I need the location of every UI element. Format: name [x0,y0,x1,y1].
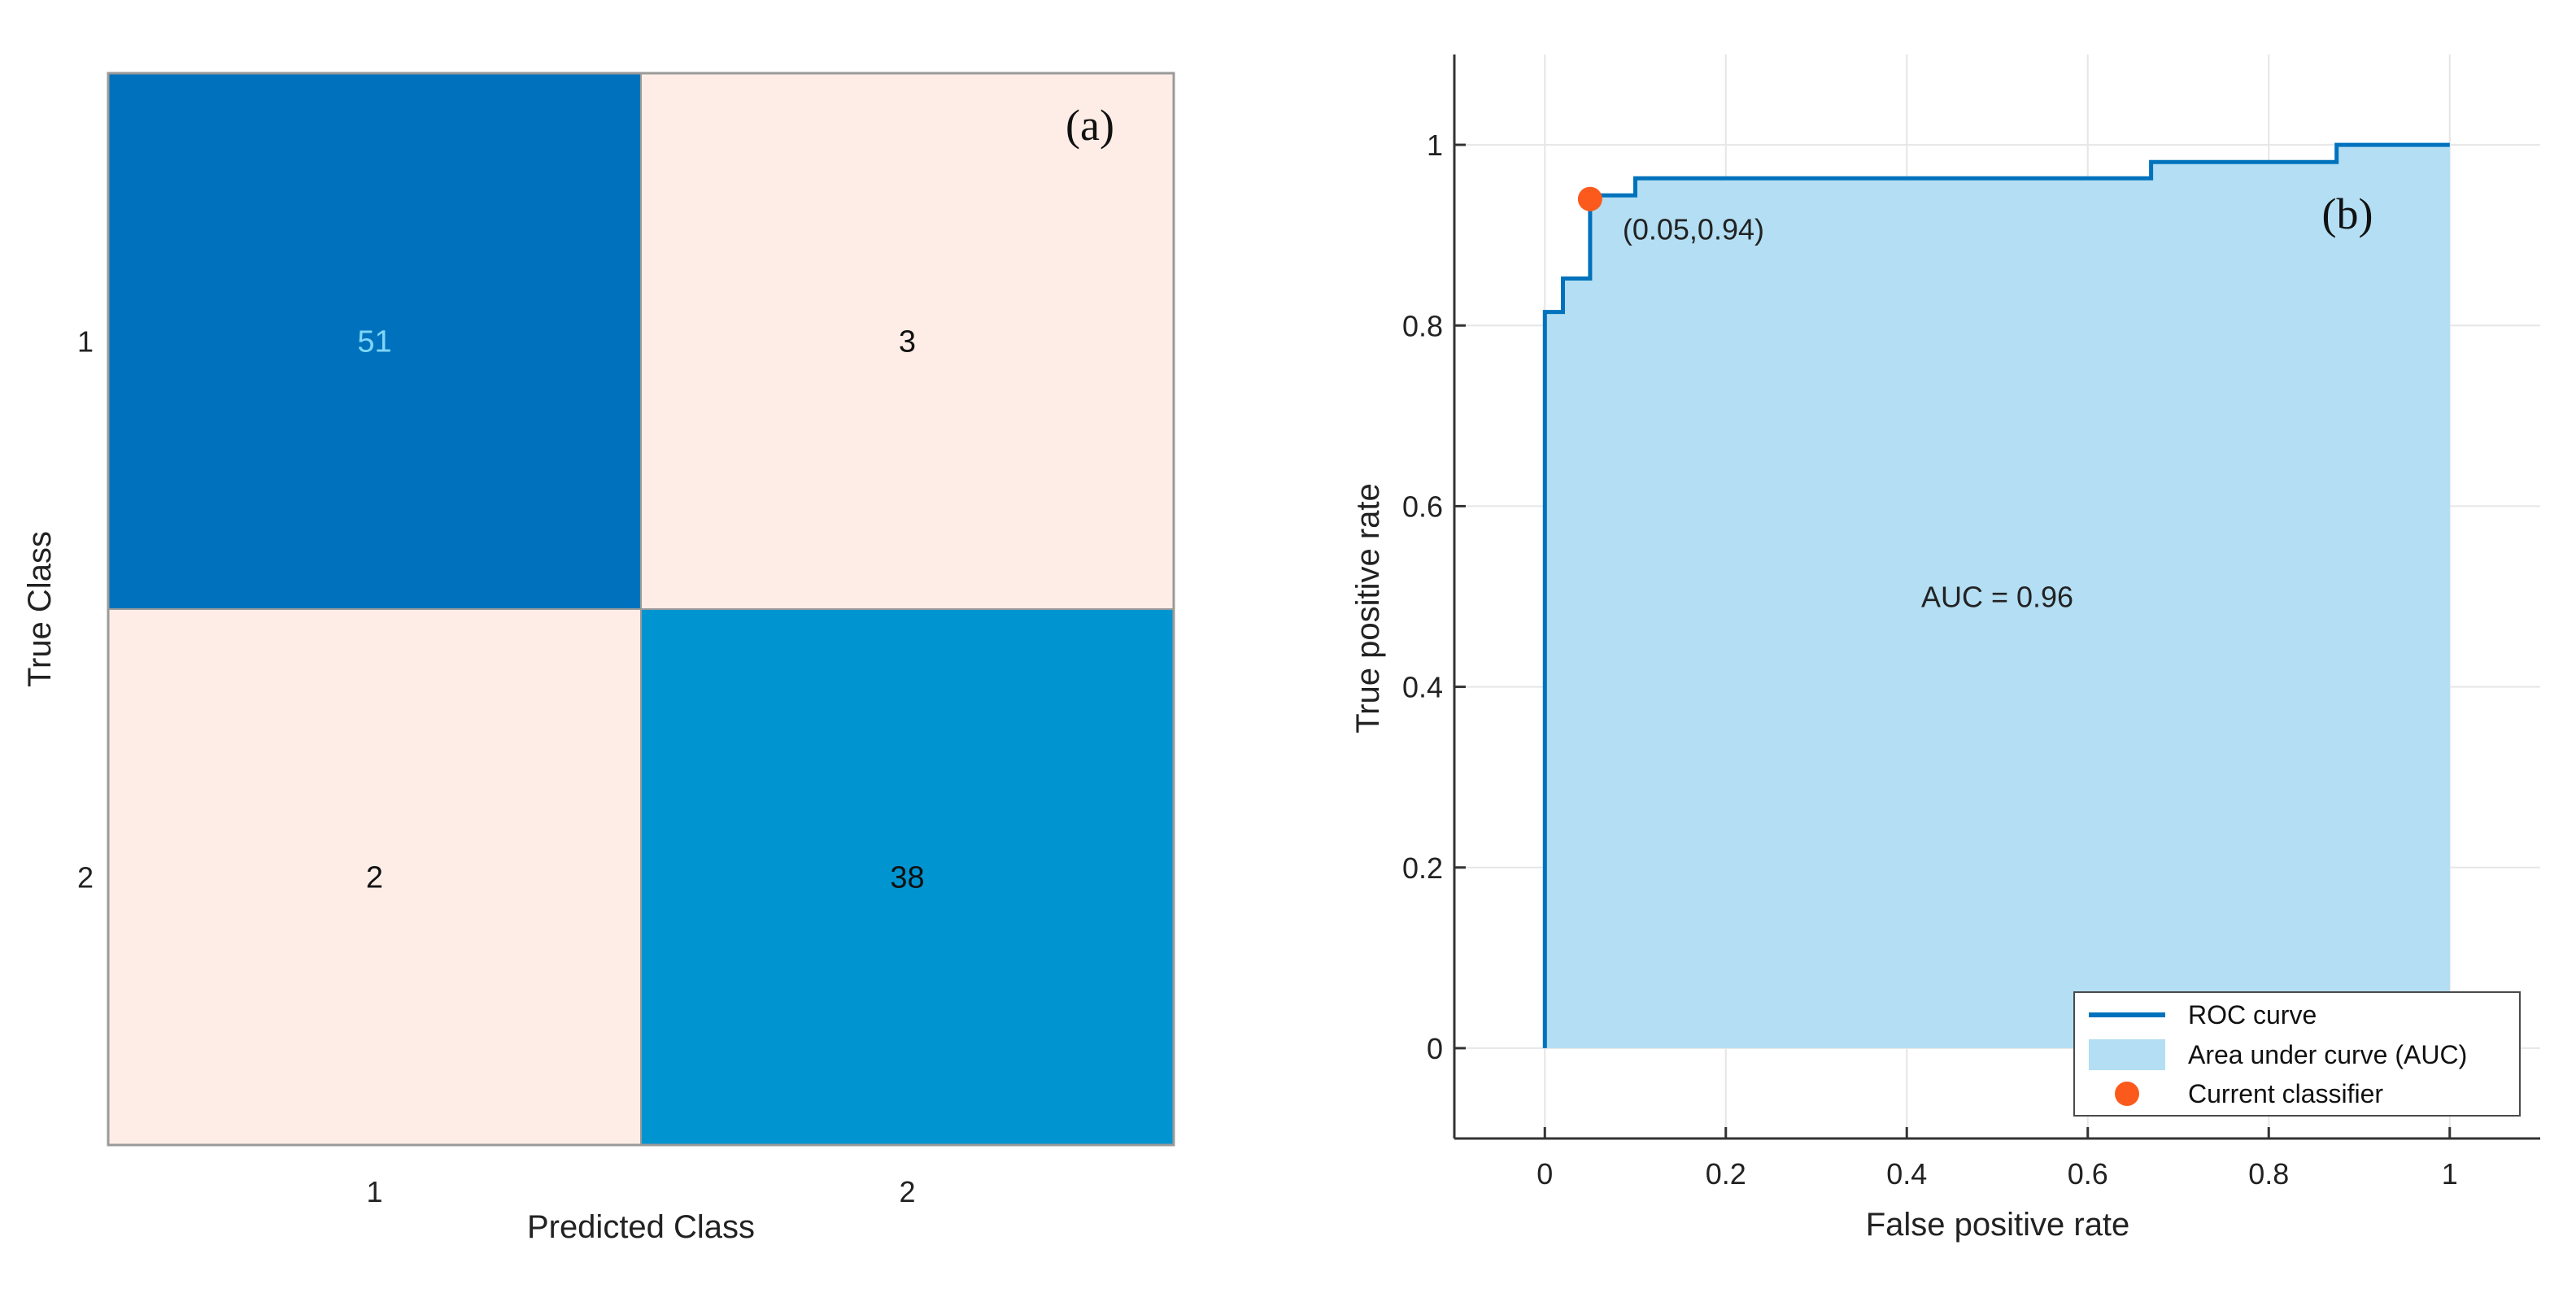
roc-x-tick-label: 1 [2442,1157,2458,1191]
cm-value-r2-c2: 38 [890,861,924,895]
roc-y-ticks: 0 0.2 0.4 0.6 0.8 1 [1402,128,1466,1065]
cm-value-r1-c1: 51 [357,325,391,359]
roc-y-tick-label: 1 [1427,128,1443,162]
cm-x-tick-label: 2 [899,1175,915,1208]
confusion-matrix-y-ticks: 12 [77,325,94,895]
roc-axes [1453,54,2540,1140]
cm-y-tick-label: 1 [77,325,94,359]
cm-cell-r2-c1 [107,608,642,1146]
current-classifier-annotation: (0.05,0.94) [1623,213,1764,246]
roc-area-under-curve [1545,145,2450,1048]
roc-y-tick-label: 0 [1427,1032,1443,1065]
cm-cell-r2-c2 [640,608,1175,1146]
confusion-matrix-y-axis-label: True Class [22,531,58,687]
cm-cell-r1-c1 [107,72,642,610]
panel-tag-b: (b) [2322,189,2373,238]
confusion-matrix-frame [107,72,1175,1147]
current-classifier-point [1577,186,1602,211]
roc-x-tick-label: 0.8 [2248,1157,2289,1191]
roc-curve-line [1542,142,2450,1048]
legend-area-label: Area under curve (AUC) [2188,1040,2467,1069]
confusion-matrix-cells [107,72,1175,1146]
cm-value-r2-c1: 2 [366,861,383,895]
roc-y-tick-label: 0.2 [1402,851,1443,885]
roc-x-tick-label: 0.4 [1886,1157,1927,1191]
roc-x-tick-label: 0.2 [1706,1157,1746,1191]
confusion-matrix-x-axis-label: Predicted Class [527,1209,755,1245]
roc-y-axis-label: True positive rate [1350,483,1386,734]
roc-y-tick-label: 0.6 [1402,490,1443,523]
confusion-matrix-values: 51 3 2 38 [357,325,924,895]
roc-x-tick-label: 0.6 [2068,1157,2108,1191]
panel-tag-a: (a) [1066,101,1114,150]
roc-legend: ROC curve Area under curve (AUC) Current… [2073,991,2521,1117]
cm-cell-r1-c2 [640,72,1175,610]
cm-y-tick-label: 2 [77,861,94,895]
roc-x-tick-label: 0 [1536,1157,1553,1191]
legend-classifier-label: Current classifier [2188,1079,2383,1108]
legend-classifier-swatch [2115,1082,2139,1106]
roc-x-ticks: 0 0.2 0.4 0.6 0.8 1 [1536,1127,2458,1191]
roc-chart: (0.05,0.94) AUC = 0.96 (b) 0 0.2 0.4 0.6 0.8… [1350,54,2540,1243]
auc-annotation: AUC = 0.96 [1921,581,2073,614]
roc-y-tick-label: 0.8 [1402,309,1443,342]
roc-y-tick-label: 0.4 [1402,671,1443,704]
legend-roc-label: ROC curve [2188,1000,2317,1030]
legend-area-swatch [2089,1039,2165,1070]
cm-value-r1-c2: 3 [899,325,916,359]
roc-x-axis-label: False positive rate [1866,1207,2130,1243]
cm-x-tick-label: 1 [366,1175,382,1208]
